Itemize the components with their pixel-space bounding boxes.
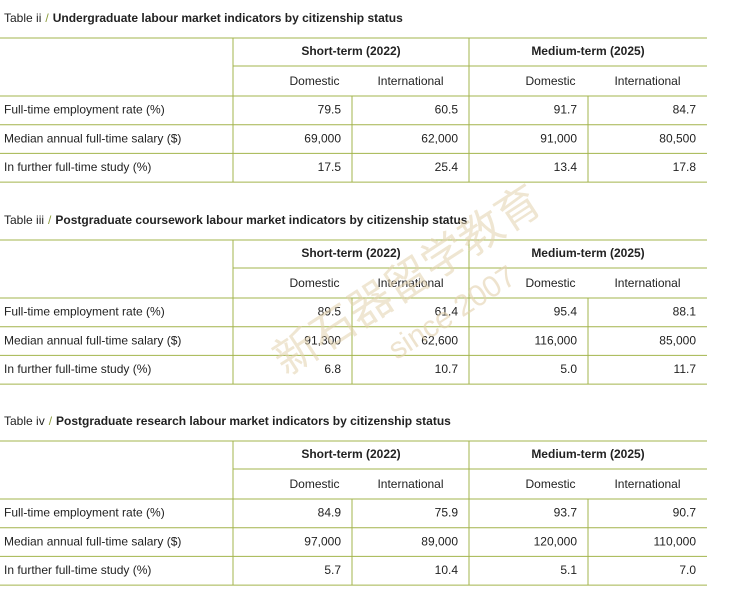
column-header: Domestic xyxy=(289,74,339,88)
cell: 93.7 xyxy=(554,506,578,520)
column-header: International xyxy=(377,276,443,290)
cell: 7.0 xyxy=(679,563,696,577)
row-label: Full-time employment rate (%) xyxy=(4,305,165,319)
separator: / xyxy=(45,11,49,25)
row-label: Median annual full-time salary ($) xyxy=(4,131,181,145)
cell: 88.1 xyxy=(673,305,697,319)
group-header: Short-term (2022) xyxy=(301,447,400,461)
table-title: Postgraduate research labour market indi… xyxy=(56,414,451,428)
column-header: International xyxy=(614,276,680,290)
cell: 17.8 xyxy=(673,160,697,174)
column-header: Domestic xyxy=(525,74,575,88)
group-header: Short-term (2022) xyxy=(301,44,400,58)
row-label: In further full-time study (%) xyxy=(4,563,151,577)
cell: 91.7 xyxy=(554,103,578,117)
separator: / xyxy=(48,213,52,227)
table-title: Undergraduate labour market indicators b… xyxy=(53,11,403,25)
row-label: Full-time employment rate (%) xyxy=(4,103,165,117)
column-header: International xyxy=(614,477,680,491)
cell: 116,000 xyxy=(535,333,578,347)
cell: 90.7 xyxy=(673,506,697,520)
cell: 84.7 xyxy=(673,103,697,117)
cell: 91,000 xyxy=(540,131,577,145)
group-header: Medium-term (2025) xyxy=(531,44,644,58)
column-header: Domestic xyxy=(289,477,339,491)
table-caption: Table iii / Postgraduate coursework labour… xyxy=(4,213,468,227)
tables: Table ii / Undergraduate labour market ind… xyxy=(0,11,707,586)
group-header: Medium-term (2025) xyxy=(531,447,644,461)
cell: 85,000 xyxy=(659,333,696,347)
cell: 110,000 xyxy=(654,534,697,548)
column-header: Domestic xyxy=(525,276,575,290)
cell: 10.7 xyxy=(435,362,459,376)
column-header: International xyxy=(614,74,680,88)
table-caption: Table ii / Undergraduate labour market ind… xyxy=(4,11,403,25)
cell: 60.5 xyxy=(435,103,459,117)
cell: 80,500 xyxy=(659,131,696,145)
cell: 13.4 xyxy=(554,160,578,174)
row-label: In further full-time study (%) xyxy=(4,362,151,376)
row-label: Median annual full-time salary ($) xyxy=(4,333,181,347)
cell: 69,000 xyxy=(304,131,341,145)
group-header: Medium-term (2025) xyxy=(531,246,644,260)
cell: 6.8 xyxy=(324,362,341,376)
cell: 75.9 xyxy=(435,506,459,520)
cell: 5.1 xyxy=(560,563,577,577)
cell: 17.5 xyxy=(318,160,342,174)
table-label: Table iv xyxy=(4,414,45,428)
cell: 89,000 xyxy=(421,534,458,548)
cell: 120,000 xyxy=(534,534,578,548)
column-header: International xyxy=(377,477,443,491)
cell: 95.4 xyxy=(554,305,578,319)
cell: 79.5 xyxy=(318,103,342,117)
cell: 62,600 xyxy=(421,333,458,347)
cell: 89.5 xyxy=(318,305,342,319)
cell: 84.9 xyxy=(318,506,342,520)
row-label: Median annual full-time salary ($) xyxy=(4,534,181,548)
column-header: Domestic xyxy=(525,477,575,491)
group-header: Short-term (2022) xyxy=(301,246,400,260)
table-caption: Table iv / Postgraduate research labour ma… xyxy=(4,414,451,428)
separator: / xyxy=(49,414,53,428)
row-label: In further full-time study (%) xyxy=(4,160,151,174)
column-header: International xyxy=(377,74,443,88)
table-label: Table ii xyxy=(4,11,41,25)
column-header: Domestic xyxy=(289,276,339,290)
table-title: Postgraduate coursework labour market in… xyxy=(55,213,467,227)
cell: 10.4 xyxy=(435,563,459,577)
cell: 5.7 xyxy=(324,563,341,577)
cell: 97,000 xyxy=(304,534,341,548)
cell: 62,000 xyxy=(421,131,458,145)
cell: 25.4 xyxy=(435,160,459,174)
cell: 61.4 xyxy=(435,305,459,319)
table-label: Table iii xyxy=(4,213,44,227)
cell: 11.7 xyxy=(674,362,697,376)
cell: 91,300 xyxy=(304,333,341,347)
cell: 5.0 xyxy=(560,362,577,376)
row-label: Full-time employment rate (%) xyxy=(4,506,165,520)
